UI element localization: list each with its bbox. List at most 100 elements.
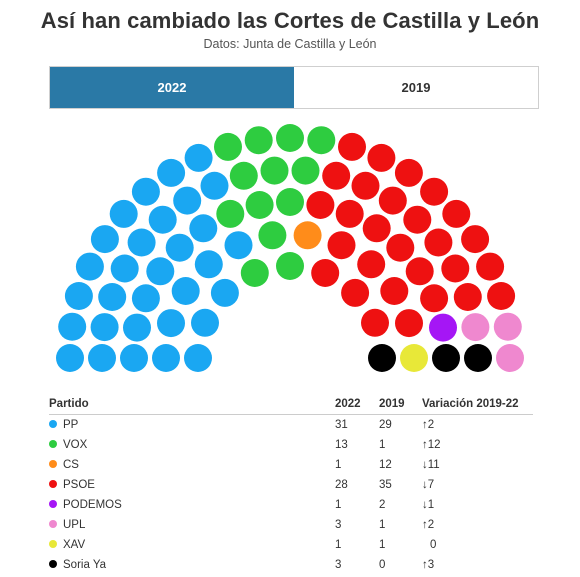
seats-2019: 2 (379, 498, 386, 511)
seat-pp (131, 284, 160, 313)
tab-2022[interactable]: 2022 (50, 67, 294, 108)
seat-psoe (341, 278, 370, 307)
header-party: Partido (49, 395, 335, 415)
seat-pp (165, 233, 194, 262)
seats-2019: 35 (379, 478, 392, 491)
seat-psoe (311, 259, 340, 287)
seat-psoe (378, 186, 407, 215)
seat-pp (184, 344, 212, 372)
party-name: CS (63, 458, 79, 471)
seat-psoe (361, 308, 389, 337)
seat-vox (229, 161, 258, 190)
seat-pp (157, 158, 186, 187)
table-row: VOX 13 1 ↑12 (49, 435, 533, 455)
seats-2022: 31 (335, 418, 348, 431)
seat-pp (200, 171, 229, 200)
seat-change: ↑12 (422, 438, 441, 451)
seats-2022: 13 (335, 438, 348, 451)
seat-upl (461, 313, 490, 342)
seat-pp (127, 228, 156, 257)
seat-vox (260, 156, 289, 185)
seat-vox (244, 126, 273, 155)
seat-vox (258, 221, 287, 250)
party-name: PODEMOS (63, 498, 122, 511)
seat-pp (194, 250, 223, 279)
seat-psoe (420, 177, 449, 206)
seat-pp (131, 177, 160, 206)
party-color-dot (49, 459, 57, 468)
seats-2019: 12 (379, 458, 392, 471)
party-color-dot (49, 479, 57, 488)
seat-change: ↑2 (422, 518, 435, 531)
seat-pp (184, 143, 213, 172)
seat-pp (109, 199, 138, 228)
table-row: UPL 3 1 ↑2 (49, 515, 533, 535)
party-name: Soria Ya (63, 558, 107, 571)
seat-vox (214, 132, 242, 161)
table-row: XAV 1 1 0 (49, 535, 533, 555)
seat-psoe (306, 191, 335, 219)
seat-pp (224, 231, 253, 260)
table-row: Soria Ya 3 0 ↑3 (49, 555, 533, 575)
seat-psoe (441, 254, 470, 283)
party-name: PSOE (63, 478, 95, 491)
seat-pp (148, 205, 177, 234)
seat-pp (75, 252, 104, 281)
party-color-dot (49, 539, 57, 548)
seat-vox (240, 259, 269, 287)
party-color-dot (49, 439, 57, 448)
seat-pp (98, 283, 127, 311)
seat-psoe (338, 132, 366, 161)
seat-psoe (380, 277, 409, 305)
party-cell: CS (49, 455, 335, 475)
seat-psoe (351, 171, 380, 200)
seat-pp (90, 313, 119, 342)
seat-pp (56, 344, 84, 372)
seat-pp (88, 344, 116, 372)
seats-2019: 29 (379, 418, 392, 431)
seat-soria-ya (464, 344, 492, 372)
results-table: Partido 2022 2019 Variación 2019-22 PP 31… (49, 395, 533, 575)
party-cell: Soria Ya (49, 555, 335, 575)
seat-pp (210, 278, 239, 307)
party-cell: PODEMOS (49, 495, 335, 515)
seat-pp (191, 308, 219, 337)
seat-vox (276, 188, 304, 216)
seat-psoe (476, 252, 505, 281)
party-cell: PSOE (49, 475, 335, 495)
seats-2019: 1 (379, 438, 386, 451)
seat-pp (171, 277, 200, 305)
seat-change: ↓11 (422, 458, 440, 471)
seat-change: ↑3 (422, 558, 435, 571)
seat-psoe (424, 228, 453, 257)
seat-pp (110, 254, 139, 283)
seat-psoe (386, 233, 415, 262)
table-row: PSOE 28 35 ↓7 (49, 475, 533, 495)
seat-vox (245, 191, 274, 219)
table-header-row: Partido 2022 2019 Variación 2019-22 (49, 395, 533, 415)
seat-pp (173, 186, 202, 215)
seat-vox (291, 156, 320, 185)
hemicycle-chart (56, 124, 524, 372)
chart-title: Así han cambiado las Cortes de Castilla … (40, 8, 540, 33)
seat-pp (120, 344, 148, 372)
party-color-dot (49, 419, 57, 428)
table-row: PP 31 29 ↑2 (49, 415, 533, 436)
tab-2019[interactable]: 2019 (294, 67, 538, 108)
seat-pp (123, 313, 151, 342)
table-row: CS 1 12 ↓11 (49, 455, 533, 475)
party-cell: XAV (49, 535, 335, 555)
seat-xav (400, 344, 428, 372)
seat-vox (276, 252, 304, 280)
seat-vox (276, 124, 304, 152)
header-2019: 2019 (379, 395, 422, 415)
seat-soria-ya (368, 344, 396, 372)
seat-change: ↓1 (422, 498, 435, 511)
seat-cs (293, 221, 322, 250)
party-name: XAV (63, 538, 86, 551)
seats-2019: 0 (379, 558, 386, 571)
seat-psoe (367, 143, 396, 172)
header-change: Variación 2019-22 (422, 395, 533, 415)
seat-psoe (453, 283, 482, 311)
seat-vox (307, 126, 336, 155)
